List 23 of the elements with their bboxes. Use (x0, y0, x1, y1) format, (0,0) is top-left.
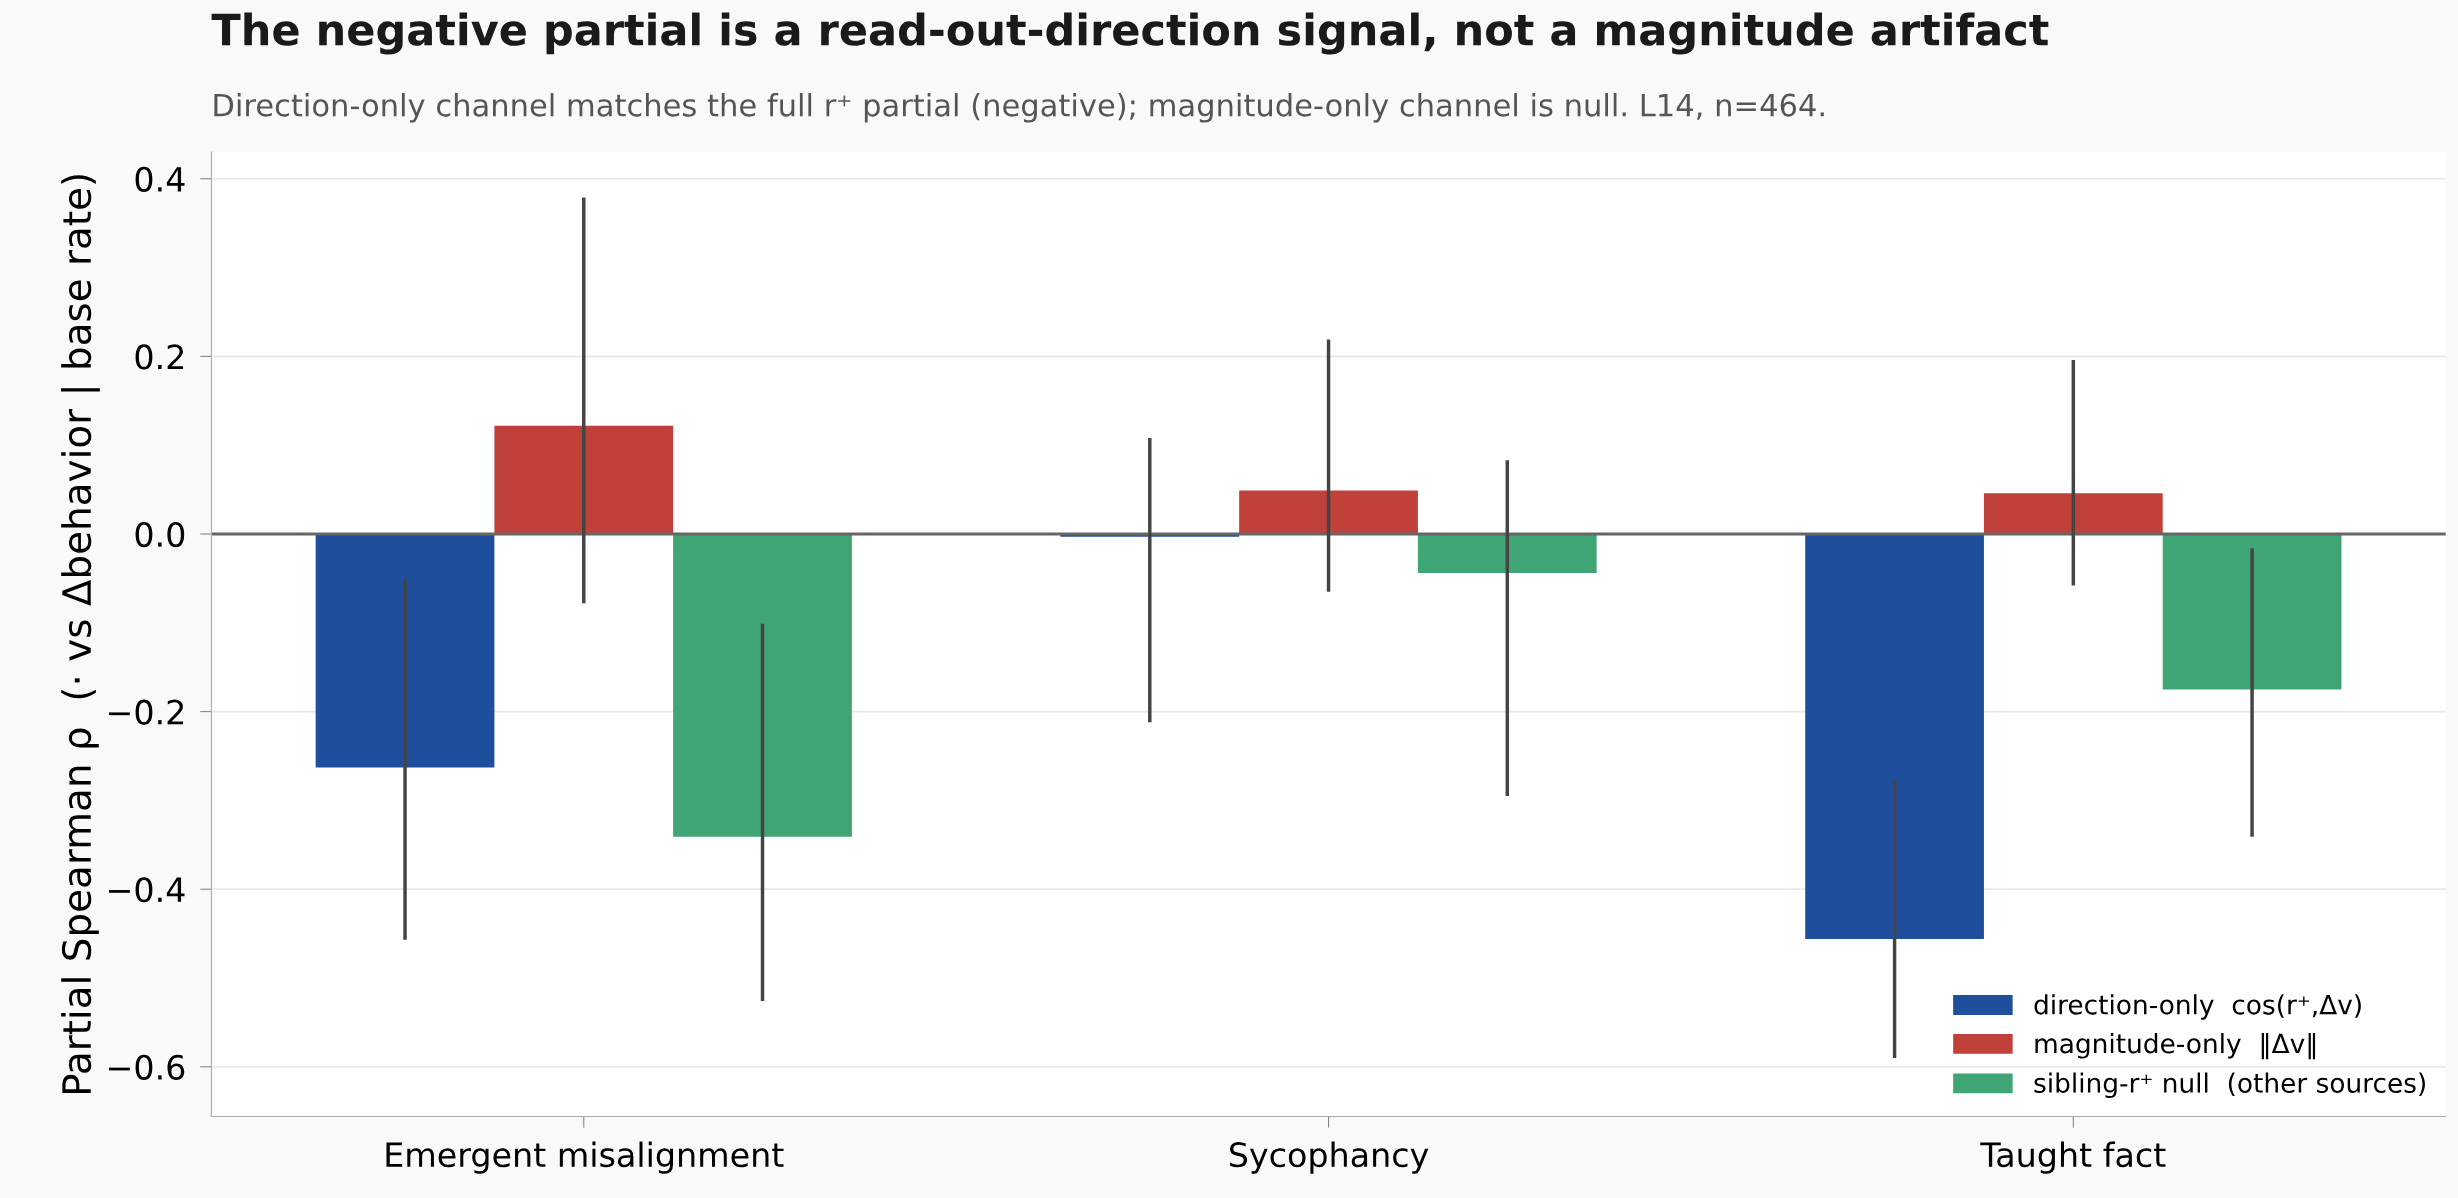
legend-label: direction-only cos(r⁺,Δv) (2034, 994, 2361, 1020)
x-tick-label: Sycophancy (1229, 1141, 1429, 1174)
x-tick-label: Taught fact (1980, 1141, 2166, 1174)
bar (315, 533, 495, 768)
legend-label: sibling-r⁺ null (other sources) (2034, 1072, 2425, 1099)
y-tick-label: −0.4 (108, 877, 185, 903)
bar (673, 533, 852, 837)
bar (1983, 493, 2163, 534)
chart-subtitle: Direction-only channel matches the full r⁺ partial (negative); magnitude-only channel is null. L14, n=464. (214, 93, 1824, 123)
x-tick-label: Emergent misalignment (386, 1141, 784, 1174)
bar (2162, 533, 2342, 690)
y-tick-label: −0.6 (108, 1054, 185, 1080)
legend-label: magnitude-only ‖Δv‖ (2035, 1032, 2316, 1060)
bar (1805, 533, 1984, 939)
y-tick-label: 0.0 (135, 521, 185, 548)
y-axis-title: Partial Spearman ρ (· vs Δbehavior | base rate) (61, 175, 100, 1094)
bar (1417, 533, 1597, 574)
bar (1239, 490, 1418, 534)
bar (494, 425, 674, 534)
y-tick-label: 0.4 (135, 166, 185, 192)
y-tick-label: −0.2 (108, 699, 184, 725)
chart-title: The negative partial is a read-out-direction signal, not a magnitude artifact (211, 12, 2049, 55)
y-tick-label: 0.2 (135, 344, 184, 370)
